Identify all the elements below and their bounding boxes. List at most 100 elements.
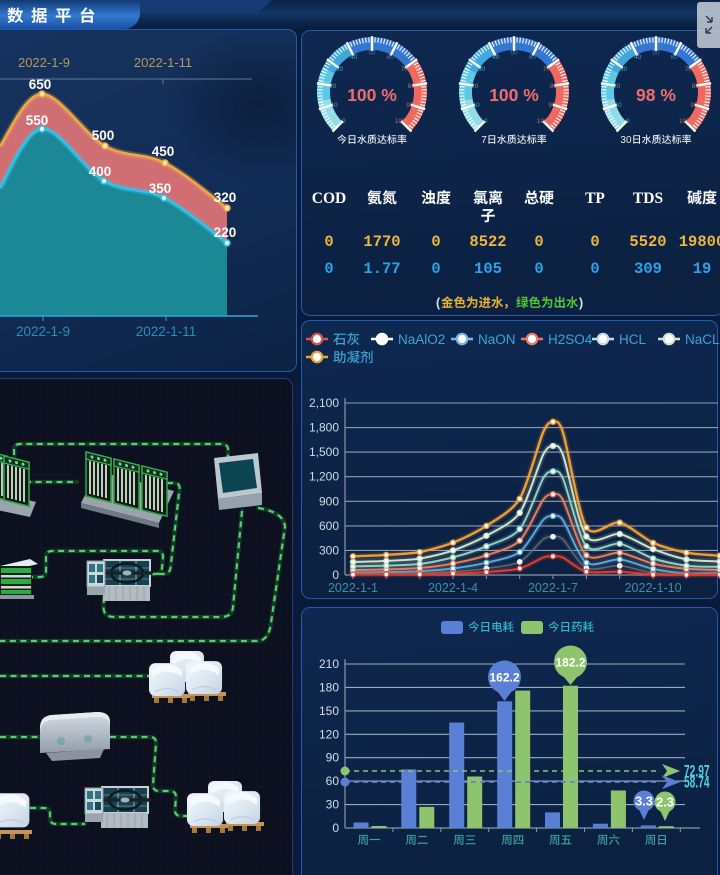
svg-text:COD: COD xyxy=(312,190,346,207)
svg-text:80: 80 xyxy=(550,83,558,90)
svg-text:320: 320 xyxy=(214,190,237,205)
svg-text:70: 70 xyxy=(685,66,693,73)
svg-text:40: 40 xyxy=(492,54,500,61)
svg-text:90: 90 xyxy=(548,102,556,109)
svg-text:550: 550 xyxy=(26,113,49,128)
svg-text:0: 0 xyxy=(342,118,346,125)
svg-text:0: 0 xyxy=(590,260,599,278)
svg-text:2022-1-4: 2022-1-4 xyxy=(428,581,478,595)
svg-text:19800: 19800 xyxy=(679,233,720,251)
svg-text:100 %: 100 % xyxy=(347,85,397,105)
svg-text:90: 90 xyxy=(406,102,414,109)
svg-text:450: 450 xyxy=(152,144,175,159)
svg-text:0: 0 xyxy=(534,233,543,251)
svg-text:2022-1-7: 2022-1-7 xyxy=(528,581,578,595)
svg-text:650: 650 xyxy=(29,77,52,92)
svg-text:30: 30 xyxy=(478,66,486,73)
svg-text:0: 0 xyxy=(324,233,333,251)
svg-text:100 %: 100 % xyxy=(489,85,539,105)
svg-text:900: 900 xyxy=(319,494,339,508)
svg-text:50: 50 xyxy=(368,50,376,57)
svg-text:60: 60 xyxy=(326,774,340,788)
svg-text:500: 500 xyxy=(92,128,115,143)
svg-text:80: 80 xyxy=(692,83,700,90)
svg-text:3.3: 3.3 xyxy=(635,794,653,809)
svg-text:300: 300 xyxy=(319,543,339,557)
svg-text:20: 20 xyxy=(613,83,621,90)
svg-text:50: 50 xyxy=(652,50,660,57)
svg-text:60: 60 xyxy=(387,54,395,61)
svg-text:10: 10 xyxy=(472,102,480,109)
svg-text:40: 40 xyxy=(634,54,642,61)
svg-text:NaAlO2: NaAlO2 xyxy=(398,332,445,347)
svg-text:70: 70 xyxy=(401,66,409,73)
svg-text:220: 220 xyxy=(214,225,237,240)
svg-text:182.2: 182.2 xyxy=(555,655,585,669)
svg-text:350: 350 xyxy=(149,181,172,196)
svg-text:1,800: 1,800 xyxy=(309,421,339,435)
svg-text:H2SO4: H2SO4 xyxy=(548,332,593,347)
svg-text:20: 20 xyxy=(329,83,337,90)
svg-text:2022-1-1: 2022-1-1 xyxy=(328,581,378,595)
svg-text:2022-1-9: 2022-1-9 xyxy=(18,55,70,70)
svg-text:19: 19 xyxy=(693,260,712,278)
svg-text:): ) xyxy=(579,296,583,310)
svg-text:162.2: 162.2 xyxy=(489,670,519,684)
svg-text:30: 30 xyxy=(336,66,344,73)
svg-text:105: 105 xyxy=(474,260,502,278)
svg-text:0: 0 xyxy=(590,233,599,251)
svg-text:50: 50 xyxy=(510,50,518,57)
svg-text:1.77: 1.77 xyxy=(363,260,400,278)
svg-text:30: 30 xyxy=(620,135,632,146)
svg-text:0: 0 xyxy=(534,260,543,278)
svg-text:5520: 5520 xyxy=(629,233,666,251)
svg-text:2.3: 2.3 xyxy=(656,795,674,810)
svg-text:90: 90 xyxy=(690,102,698,109)
svg-text:10: 10 xyxy=(330,102,338,109)
svg-text:70: 70 xyxy=(543,66,551,73)
svg-text:100: 100 xyxy=(679,118,690,125)
svg-text:2022-1-11: 2022-1-11 xyxy=(136,324,197,339)
svg-text:0: 0 xyxy=(324,260,333,278)
svg-text:100: 100 xyxy=(537,118,548,125)
svg-text:0: 0 xyxy=(484,118,488,125)
svg-text:2022-1-9: 2022-1-9 xyxy=(16,324,70,339)
svg-text:2022-1-10: 2022-1-10 xyxy=(625,581,682,595)
svg-text:10: 10 xyxy=(614,102,622,109)
svg-text:210: 210 xyxy=(319,657,339,671)
svg-text:30: 30 xyxy=(326,798,340,812)
svg-text:0: 0 xyxy=(431,233,440,251)
svg-text:180: 180 xyxy=(319,680,339,694)
svg-text:0: 0 xyxy=(332,568,339,582)
svg-text:150: 150 xyxy=(319,704,339,718)
svg-text:20: 20 xyxy=(471,83,479,90)
svg-text:1,200: 1,200 xyxy=(309,470,339,484)
svg-text:98 %: 98 % xyxy=(636,85,676,105)
svg-text:58.74: 58.74 xyxy=(684,773,710,791)
svg-text:309: 309 xyxy=(634,260,662,278)
svg-text:NaON: NaON xyxy=(478,332,516,347)
svg-text:NaCLO: NaCLO xyxy=(685,332,720,347)
svg-text:0: 0 xyxy=(431,260,440,278)
svg-text:7: 7 xyxy=(481,135,487,146)
svg-text:30: 30 xyxy=(620,66,628,73)
svg-text:(: ( xyxy=(436,296,441,310)
svg-text:80: 80 xyxy=(408,83,416,90)
svg-text:TDS: TDS xyxy=(633,190,663,207)
svg-text:90: 90 xyxy=(326,751,340,765)
svg-text:1,500: 1,500 xyxy=(309,445,339,459)
svg-text:40: 40 xyxy=(350,54,358,61)
svg-text:0: 0 xyxy=(332,821,339,835)
svg-text:8522: 8522 xyxy=(469,233,506,251)
svg-text:120: 120 xyxy=(319,727,339,741)
svg-text:100: 100 xyxy=(395,118,406,125)
svg-text:TP: TP xyxy=(585,190,605,207)
svg-text:600: 600 xyxy=(319,519,339,533)
svg-text:2,100: 2,100 xyxy=(309,396,339,410)
svg-text:1770: 1770 xyxy=(363,233,400,251)
svg-text:400: 400 xyxy=(89,164,112,179)
svg-text:72.97: 72.97 xyxy=(684,762,710,780)
svg-text:60: 60 xyxy=(671,54,679,61)
svg-text:HCL: HCL xyxy=(619,332,646,347)
svg-text:2022-1-11: 2022-1-11 xyxy=(134,55,192,70)
